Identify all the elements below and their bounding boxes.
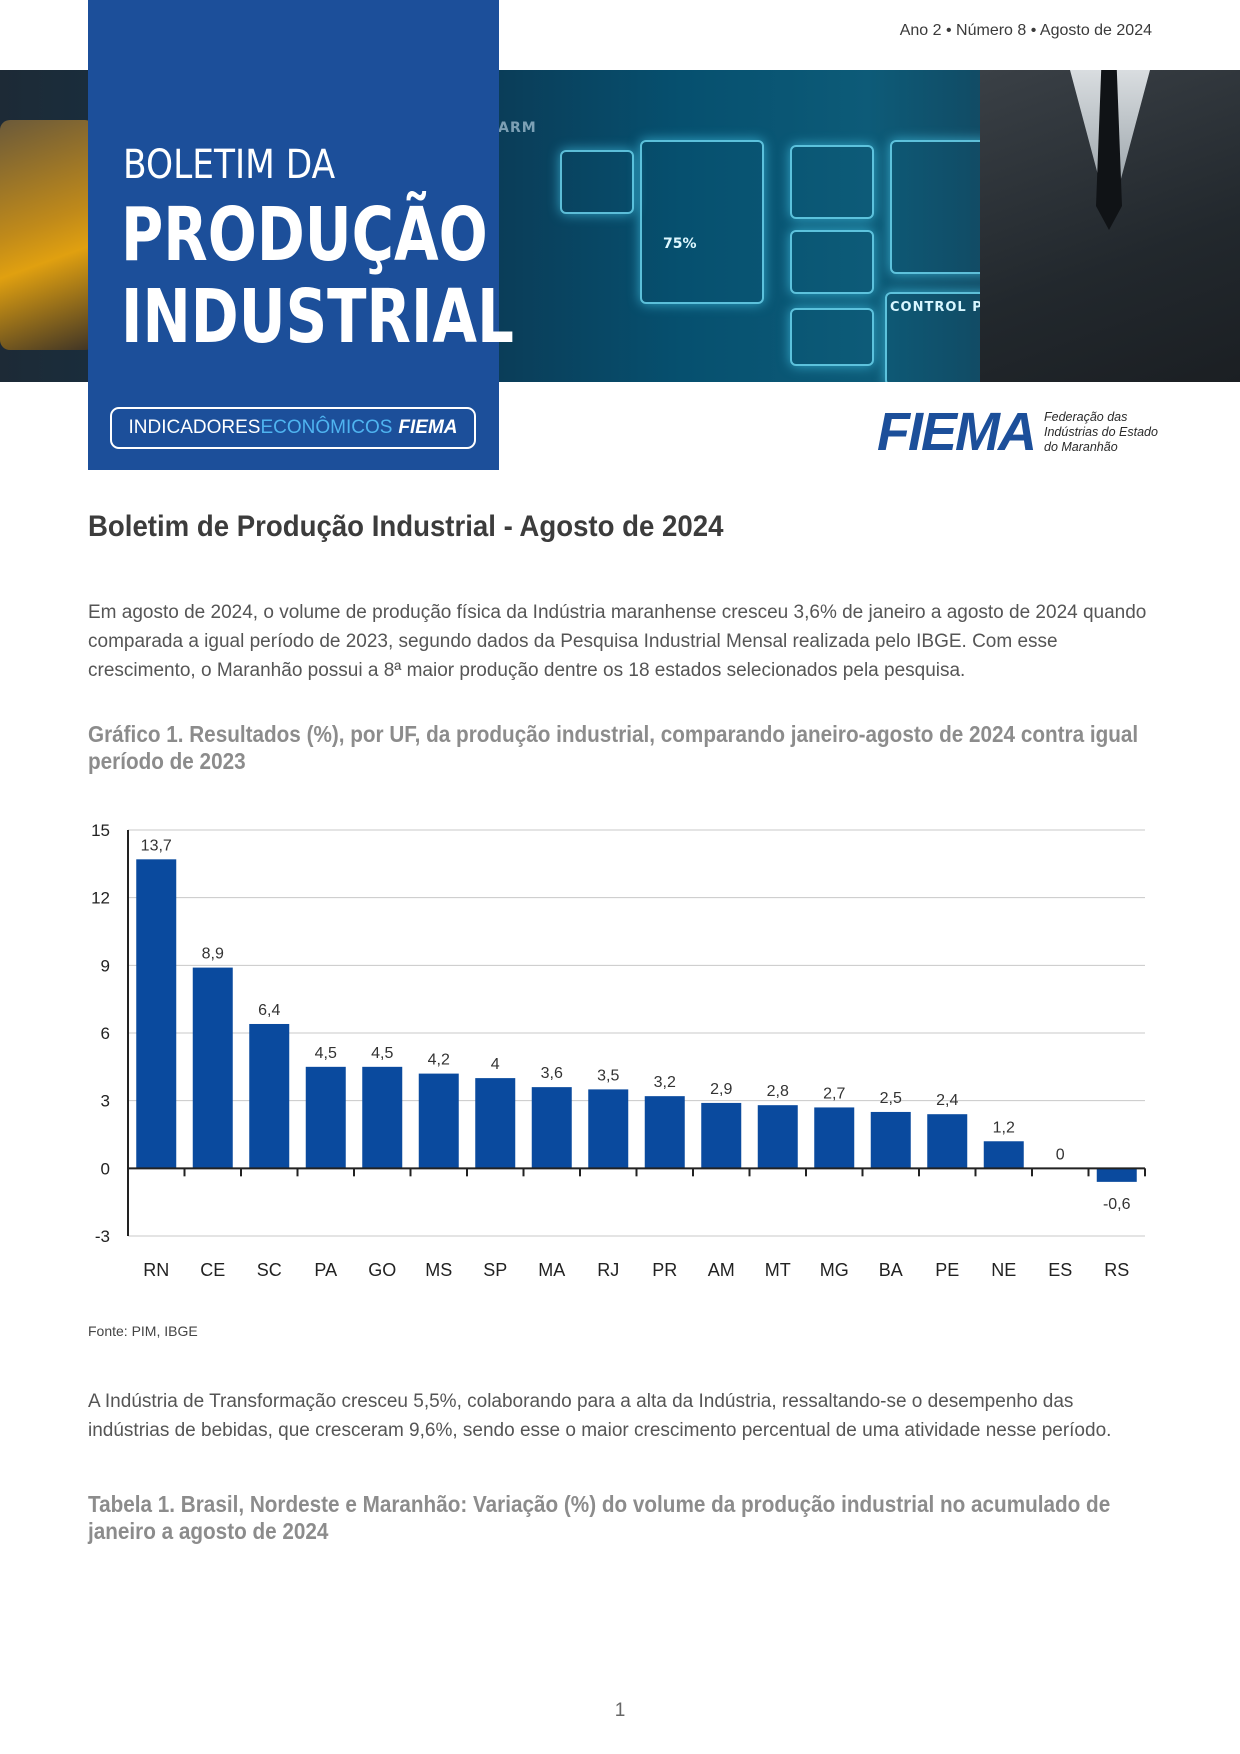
data-label: 6,4 [258, 1002, 280, 1019]
data-label: 4 [491, 1056, 500, 1073]
x-tick-label: PA [314, 1260, 337, 1280]
x-tick-label: MG [820, 1260, 849, 1280]
data-label: 4,5 [371, 1045, 393, 1062]
x-tick-label: PE [935, 1260, 959, 1280]
data-label: 4,2 [428, 1052, 450, 1069]
title-line-2: INDUSTRIAL [121, 274, 514, 360]
robot-arm-graphic [0, 120, 95, 350]
bar [814, 1107, 855, 1169]
title-overlay [88, 70, 499, 382]
bar [136, 859, 177, 1169]
hud-panel [790, 230, 874, 294]
bar [701, 1102, 742, 1169]
data-label: -0,6 [1103, 1196, 1131, 1213]
tagline-line-2: Indústrias do Estado [1044, 425, 1158, 439]
bar [644, 1096, 685, 1169]
x-tick-label: MT [765, 1260, 791, 1280]
x-tick-label: ES [1048, 1260, 1072, 1280]
fiema-logo: FIEMA [877, 402, 1037, 462]
y-tick-label: 15 [91, 821, 110, 840]
table-title: Tabela 1. Brasil, Nordeste e Maranhão: V… [88, 1491, 1111, 1544]
x-tick-label: RN [143, 1260, 169, 1280]
data-label: 2,5 [880, 1090, 902, 1107]
page-title: Boletim de Produção Industrial - Agosto … [88, 510, 724, 543]
y-tick-label: 3 [101, 1092, 110, 1111]
x-tick-label: MS [425, 1260, 452, 1280]
data-label: 2,4 [936, 1092, 958, 1109]
x-tick-label: RJ [597, 1260, 619, 1280]
y-tick-label: -3 [95, 1227, 110, 1246]
series-badge: INDICADORES ECONÔMICOS FIEMA [110, 407, 476, 449]
bar [192, 967, 233, 1169]
data-label: 2,8 [767, 1083, 789, 1100]
data-label: 3,2 [654, 1074, 676, 1091]
bar [418, 1073, 459, 1169]
chart-title: Gráfico 1. Resultados (%), por UF, da pr… [88, 721, 1139, 774]
data-label: 3,5 [597, 1067, 619, 1084]
title-block: BOLETIM DA PRODUÇÃO INDUSTRIAL INDICADOR… [88, 0, 514, 470]
bar [362, 1066, 403, 1169]
title-small: BOLETIM DA [123, 142, 336, 188]
hud-panel [640, 140, 764, 304]
bar [531, 1087, 572, 1169]
y-tick-label: 6 [101, 1024, 110, 1043]
series-part-2: ECONÔMICOS [260, 417, 393, 438]
issue-info: Ano 2 • Número 8 • Agosto de 2024 [899, 22, 1152, 39]
bar [475, 1078, 516, 1169]
data-label: 0 [1056, 1146, 1065, 1163]
title-line-1: PRODUÇÃO [121, 192, 488, 278]
bar [1096, 1168, 1137, 1182]
y-tick-label: 9 [101, 956, 110, 975]
data-label: 8,9 [202, 946, 224, 963]
x-tick-label: BA [879, 1260, 903, 1280]
intro-paragraph: Em agosto de 2024, o volume de produção … [88, 602, 1147, 681]
data-label: 2,9 [710, 1081, 732, 1098]
data-label: 13,7 [141, 837, 172, 854]
bar [249, 1023, 290, 1169]
x-tick-label: SP [483, 1260, 507, 1280]
bar [588, 1089, 629, 1169]
tagline-line-1: Federação das [1044, 410, 1128, 424]
tagline-line-3: do Maranhão [1044, 440, 1118, 454]
bar [757, 1105, 798, 1169]
bar [927, 1114, 968, 1169]
tie-graphic [1096, 70, 1122, 230]
series-part-1: INDICADORES [128, 417, 261, 438]
y-tick-label: 12 [91, 889, 110, 908]
hud-panel [790, 145, 874, 219]
fiema-logo-tagline: Federação das Indústrias do Estado do Ma… [1044, 410, 1164, 455]
page-number: 1 [614, 1700, 626, 1721]
bar [983, 1141, 1024, 1169]
x-tick-label: RS [1104, 1260, 1129, 1280]
x-tick-label: SC [257, 1260, 282, 1280]
data-label: 3,6 [541, 1065, 563, 1082]
chart-source: Fonte: PIM, IBGE [88, 1323, 198, 1339]
x-tick-label: PR [652, 1260, 677, 1280]
data-label: 1,2 [993, 1119, 1015, 1136]
x-tick-label: CE [200, 1260, 225, 1280]
data-label: 4,5 [315, 1045, 337, 1062]
bar [305, 1066, 346, 1169]
data-label: 2,7 [823, 1085, 845, 1102]
series-part-3: FIEMA [398, 417, 458, 438]
body-paragraph: A Indústria de Transformação cresceu 5,5… [88, 1391, 1112, 1441]
x-tick-label: GO [368, 1260, 396, 1280]
x-tick-label: AM [708, 1260, 735, 1280]
x-tick-label: NE [991, 1260, 1016, 1280]
hud-percent-label: 75% [663, 236, 697, 252]
bar-chart: 15 12 9 6 3 0 -3 13,7 RN 8,9 CE 6,4 SC 4,5 PA 4,5 GO 4,2 M… [91, 821, 1146, 1280]
bar [870, 1111, 911, 1169]
hud-panel [560, 150, 634, 214]
y-tick-label: 0 [101, 1159, 110, 1178]
x-tick-label: MA [538, 1260, 565, 1280]
hud-panel [790, 308, 874, 366]
